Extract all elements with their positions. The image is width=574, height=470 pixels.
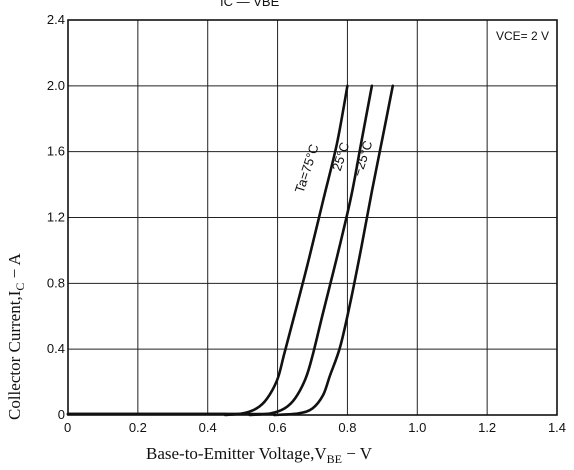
x-tick-label: 0.8 xyxy=(338,420,356,435)
series-label: −25°C xyxy=(350,139,376,178)
x-tick-label: 1.2 xyxy=(478,420,496,435)
plot-frame xyxy=(67,19,558,416)
x-axis-title: Base-to-Emitter Voltage,VBE − V xyxy=(146,444,373,466)
vce-annotation: VCE= 2 V xyxy=(496,29,549,43)
y-tick-label: 1.2 xyxy=(47,210,65,225)
x-axis-title-subscript: BE xyxy=(327,452,342,466)
y-axis-title-main: Collector Current,I xyxy=(5,290,24,420)
y-tick-label: 2.0 xyxy=(47,78,65,93)
y-axis-title-subscript: C xyxy=(13,283,27,291)
y-tick-label: 1.6 xyxy=(47,144,65,159)
x-tick-label: 1.4 xyxy=(548,420,566,435)
series-line xyxy=(272,84,395,417)
y-axis-title: Collector Current,IC − A xyxy=(5,252,27,420)
x-axis-title-main: Base-to-Emitter Voltage,V xyxy=(146,444,327,463)
y-tick-label: 0.4 xyxy=(47,341,65,356)
tick-label-layer: 0 0.2 0.4 0.6 0.8 1.0 1.2 1.4 0 0.4 0.8 1.2 1.6 2.0 2.… xyxy=(47,12,566,435)
series-line xyxy=(223,84,349,417)
y-axis-title-unit: − A xyxy=(5,252,24,282)
grid-layer xyxy=(68,20,557,415)
x-tick-label: 0.4 xyxy=(199,420,217,435)
y-tick-label: 0.8 xyxy=(47,275,65,290)
y-tick-label: 0 xyxy=(58,407,65,422)
curve-layer: Ta=75°C 25°C−25°C xyxy=(66,84,395,417)
y-tick-label: 2.4 xyxy=(47,12,65,27)
x-axis-title-unit: − V xyxy=(342,444,373,463)
x-tick-label: 0.2 xyxy=(129,420,147,435)
chart-header-fragment: IC — VBE xyxy=(220,0,280,9)
series-line xyxy=(248,84,374,417)
series-label: 25°C xyxy=(329,140,352,172)
x-tick-label: 1.0 xyxy=(408,420,426,435)
x-tick-label: 0.6 xyxy=(269,420,287,435)
series-label: Ta=75°C xyxy=(292,142,322,195)
x-tick-label: 0 xyxy=(64,420,71,435)
